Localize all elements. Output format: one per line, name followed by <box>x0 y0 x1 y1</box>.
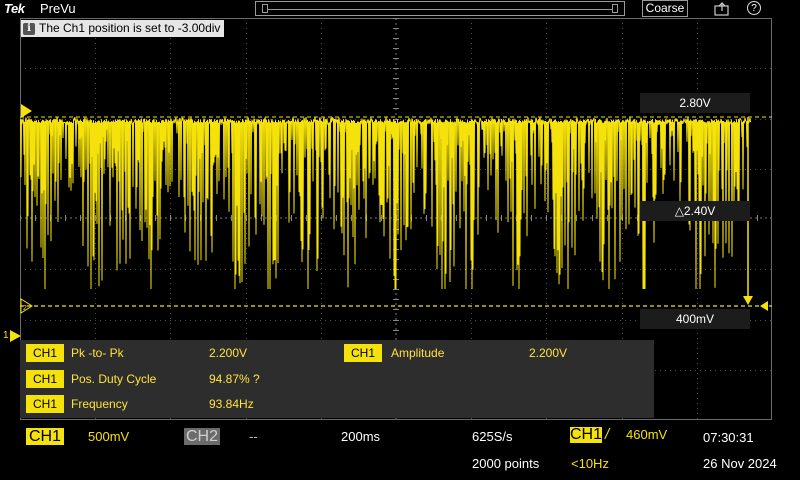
measurement-value: 2.200V <box>529 346 568 360</box>
measurement-channel-badge: CH1 <box>26 395 64 413</box>
ch1-vertical-scale[interactable]: 500mV <box>88 429 130 444</box>
measurement-name: Pk -to- Pk <box>71 346 124 360</box>
measurement-row[interactable]: CH1 Pk -to- Pk 2.200V <box>20 344 320 362</box>
measurement-name: Frequency <box>71 397 128 411</box>
coarse-fine-button[interactable]: Coarse <box>642 0 688 17</box>
trigger-source-button[interactable]: CH1 <box>570 426 603 443</box>
measurement-value: 2.200V <box>209 346 248 360</box>
measurement-channel-badge: CH1 <box>26 344 64 362</box>
measurement-channel-badge: CH1 <box>344 344 382 362</box>
measurement-row[interactable]: CH1 Pos. Duty Cycle 94.87% ? <box>20 370 320 388</box>
record-right-bracket <box>612 4 618 13</box>
timebase-scale[interactable]: 200ms <box>341 429 381 444</box>
measurement-row[interactable]: CH1 Frequency 93.84Hz <box>20 395 320 413</box>
clock-time: 07:30:31 <box>703 430 754 445</box>
ch1-waveform <box>20 116 751 290</box>
measurement-row[interactable]: CH1 Amplitude 2.200V <box>344 344 644 362</box>
lower-cursor-readout: 400mV <box>640 309 750 329</box>
info-icon: i <box>23 22 35 35</box>
acquisition-state: PreVu <box>40 1 76 16</box>
info-banner: i The Ch1 position is set to -3.00div <box>21 20 225 37</box>
upper-cursor-readout: 2.80V <box>640 93 750 113</box>
measurement-name: Pos. Duty Cycle <box>71 372 157 386</box>
measurement-name: Amplitude <box>391 346 445 360</box>
measurement-value: 93.84Hz <box>209 397 254 411</box>
cursor-handle-icon[interactable] <box>760 301 768 311</box>
ch2-vertical-scale[interactable]: -- <box>249 429 258 444</box>
clock-date: 26 Nov 2024 <box>703 456 777 471</box>
tek-logo: Tek <box>4 1 25 16</box>
delta-arrow-head <box>743 296 753 305</box>
record-view-bar[interactable] <box>255 1 625 16</box>
upper-cursor-marker-icon[interactable] <box>20 104 34 120</box>
ch1-trace <box>20 116 751 290</box>
trigger-level[interactable]: 460mV <box>626 427 668 442</box>
sample-rate: 625S/s <box>472 429 513 444</box>
ch1-button[interactable]: CH1 <box>26 428 64 445</box>
banner-message: The Ch1 position is set to -3.00div <box>39 21 221 35</box>
measurement-value: 94.87% ? <box>209 372 260 386</box>
measurement-panel: CH1 Pk -to- Pk 2.200V CH1 Amplitude 2.20… <box>20 340 654 418</box>
export-icon[interactable] <box>714 1 730 16</box>
help-icon[interactable]: ? <box>747 1 761 15</box>
measurement-channel-badge: CH1 <box>26 370 64 388</box>
ch1-ground-label: 1 <box>3 330 9 341</box>
record-window-line <box>268 9 612 10</box>
ch2-marker-label: 2 <box>23 305 27 312</box>
ch2-marker-icon[interactable]: 2 <box>20 298 34 314</box>
trigger-frequency: <10Hz <box>571 456 609 471</box>
ch2-button[interactable]: CH2 <box>184 428 220 445</box>
rising-edge-icon: / <box>605 426 610 443</box>
record-length: 2000 points <box>472 456 540 471</box>
record-left-bracket <box>262 4 268 13</box>
delta-cursor-readout: △2.40V <box>640 201 750 221</box>
ch1-ground-marker-icon[interactable] <box>10 330 22 342</box>
